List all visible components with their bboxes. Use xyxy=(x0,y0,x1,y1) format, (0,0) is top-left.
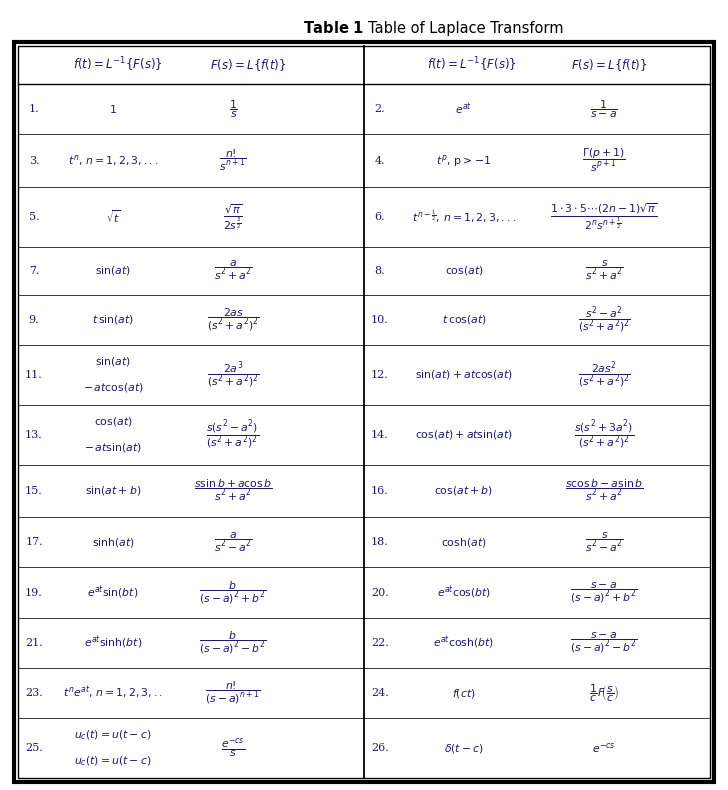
Text: 8.: 8. xyxy=(375,265,385,276)
Text: 1.: 1. xyxy=(28,104,39,114)
Text: 6.: 6. xyxy=(375,212,385,222)
Text: 16.: 16. xyxy=(371,486,389,496)
Text: 26.: 26. xyxy=(371,743,389,753)
Text: $\dfrac{e^{-cs}}{s}$: $\dfrac{e^{-cs}}{s}$ xyxy=(221,736,245,760)
Text: 11.: 11. xyxy=(25,370,43,380)
Text: $t^{n-\frac{1}{2}},\,n=1,2,3,...$: $t^{n-\frac{1}{2}},\,n=1,2,3,...$ xyxy=(412,209,516,225)
Text: $\sin(at)$: $\sin(at)$ xyxy=(95,264,131,277)
Text: $\sin(at+b)$: $\sin(at+b)$ xyxy=(85,484,141,498)
Text: $\dfrac{s}{s^{2}+a^{2}}$: $\dfrac{s}{s^{2}+a^{2}}$ xyxy=(585,259,623,282)
Text: 9.: 9. xyxy=(28,314,39,325)
Text: $\dfrac{1}{s}$: $\dfrac{1}{s}$ xyxy=(229,99,237,120)
Text: 17.: 17. xyxy=(25,537,43,547)
Text: $e^{at}$: $e^{at}$ xyxy=(456,101,472,117)
Text: Table of Laplace Transform: Table of Laplace Transform xyxy=(368,21,563,36)
Text: $u_{c}(t)=u(t-c)$: $u_{c}(t)=u(t-c)$ xyxy=(74,754,151,768)
Text: $u_{c}(t)=u(t-c)$: $u_{c}(t)=u(t-c)$ xyxy=(74,728,151,742)
Text: 2.: 2. xyxy=(375,104,385,114)
Text: $\sinh(at)$: $\sinh(at)$ xyxy=(92,536,135,549)
Text: $e^{at}\cosh(bt)$: $e^{at}\cosh(bt)$ xyxy=(433,634,494,651)
Text: $\sqrt{t}$: $\sqrt{t}$ xyxy=(106,209,120,225)
Text: 5.: 5. xyxy=(28,212,39,222)
Text: $\cosh(at)$: $\cosh(at)$ xyxy=(441,536,487,549)
Text: $F(s) = L\{f(t)\}$: $F(s) = L\{f(t)\}$ xyxy=(571,57,647,73)
Text: 18.: 18. xyxy=(371,537,389,547)
Text: 23.: 23. xyxy=(25,688,43,698)
Text: $\dfrac{b}{(s-a)^{2}-b^{2}}$: $\dfrac{b}{(s-a)^{2}-b^{2}}$ xyxy=(199,630,266,656)
Text: $\dfrac{1}{s-a}$: $\dfrac{1}{s-a}$ xyxy=(590,99,618,120)
Text: $f(t) = L^{-1}\{F(s)\}$: $f(t) = L^{-1}\{F(s)\}$ xyxy=(73,56,163,74)
Text: $\dfrac{\Gamma(p+1)}{s^{p+1}}$: $\dfrac{\Gamma(p+1)}{s^{p+1}}$ xyxy=(582,147,626,174)
Text: $\dfrac{s\sin b+a\cos b}{s^{2}+a^{2}}$: $\dfrac{s\sin b+a\cos b}{s^{2}+a^{2}}$ xyxy=(194,478,272,503)
Text: 10.: 10. xyxy=(371,314,389,325)
Text: $\dfrac{2as^{2}}{(s^{2}+a^{2})^{2}}$: $\dfrac{2as^{2}}{(s^{2}+a^{2})^{2}}$ xyxy=(577,359,630,390)
Text: 7.: 7. xyxy=(28,265,39,276)
Text: 12.: 12. xyxy=(371,370,389,380)
Text: 24.: 24. xyxy=(371,688,389,698)
Text: $\sin(at)+at\cos(at)$: $\sin(at)+at\cos(at)$ xyxy=(415,368,513,382)
Text: $t^{n}e^{at},\,n=1,2,3,..$: $t^{n}e^{at},\,n=1,2,3,..$ xyxy=(63,685,163,702)
Text: $e^{-cs}$: $e^{-cs}$ xyxy=(592,741,616,755)
Text: 15.: 15. xyxy=(25,486,43,496)
Text: $\dfrac{s^{2}-a^{2}}{(s^{2}+a^{2})^{2}}$: $\dfrac{s^{2}-a^{2}}{(s^{2}+a^{2})^{2}}$ xyxy=(577,304,630,335)
Text: $\mathbf{Table\ 1}$: $\mathbf{Table\ 1}$ xyxy=(303,20,364,36)
Text: $\dfrac{1\cdot3\cdot5\cdots(2n-1)\sqrt{\pi}}{2^{n}s^{n+\frac{1}{2}}}$: $\dfrac{1\cdot3\cdot5\cdots(2n-1)\sqrt{\… xyxy=(550,201,658,232)
Text: $t\,\sin(at)$: $t\,\sin(at)$ xyxy=(92,313,134,326)
Text: $\dfrac{\sqrt{\pi}}{2s^{\frac{3}{2}}}$: $\dfrac{\sqrt{\pi}}{2s^{\frac{3}{2}}}$ xyxy=(223,202,243,231)
Text: $e^{at}\sinh(bt)$: $e^{at}\sinh(bt)$ xyxy=(84,634,142,651)
Text: $\dfrac{2a^{3}}{(s^{2}+a^{2})^{2}}$: $\dfrac{2a^{3}}{(s^{2}+a^{2})^{2}}$ xyxy=(207,359,259,390)
Text: $\dfrac{s(s^{2}+3a^{2})}{(s^{2}+a^{2})^{2}}$: $\dfrac{s(s^{2}+3a^{2})}{(s^{2}+a^{2})^{… xyxy=(574,418,634,451)
Text: $\dfrac{1}{c}F\!\left(\dfrac{s}{c}\right)$: $\dfrac{1}{c}F\!\left(\dfrac{s}{c}\right… xyxy=(589,683,619,704)
Text: 25.: 25. xyxy=(25,743,43,753)
Text: 20.: 20. xyxy=(371,588,389,597)
Text: $\cos(at)+at\sin(at)$: $\cos(at)+at\sin(at)$ xyxy=(415,428,513,441)
Text: $\dfrac{s}{s^{2}-a^{2}}$: $\dfrac{s}{s^{2}-a^{2}}$ xyxy=(585,531,623,554)
Text: $\cos(at+b)$: $\cos(at+b)$ xyxy=(435,484,494,498)
Text: $t^{p},\,\mathrm{p>\!-\!1}$: $t^{p},\,\mathrm{p>\!-\!1}$ xyxy=(436,152,491,168)
Text: $\dfrac{s-a}{(s-a)^{2}-b^{2}}$: $\dfrac{s-a}{(s-a)^{2}-b^{2}}$ xyxy=(570,630,638,655)
Text: 4.: 4. xyxy=(375,156,385,166)
Text: $\dfrac{a}{s^{2}+a^{2}}$: $\dfrac{a}{s^{2}+a^{2}}$ xyxy=(213,259,253,282)
Text: $e^{at}\sin(bt)$: $e^{at}\sin(bt)$ xyxy=(87,585,139,601)
Text: $\dfrac{s(s^{2}-a^{2})}{(s^{2}+a^{2})^{2}}$: $\dfrac{s(s^{2}-a^{2})}{(s^{2}+a^{2})^{2… xyxy=(207,418,260,451)
Text: $\cos(at)$: $\cos(at)$ xyxy=(445,264,483,277)
Text: 14.: 14. xyxy=(371,430,389,439)
Text: $\cos(at)$: $\cos(at)$ xyxy=(94,415,132,428)
Text: $\dfrac{n!}{s^{n+1}}$: $\dfrac{n!}{s^{n+1}}$ xyxy=(219,148,247,173)
Text: $\dfrac{a}{s^{2}-a^{2}}$: $\dfrac{a}{s^{2}-a^{2}}$ xyxy=(213,531,253,554)
Text: $-\,at\sin(at)$: $-\,at\sin(at)$ xyxy=(84,442,142,454)
Text: 3.: 3. xyxy=(28,156,39,166)
Text: $\dfrac{b}{(s-a)^{2}+b^{2}}$: $\dfrac{b}{(s-a)^{2}+b^{2}}$ xyxy=(199,579,266,606)
Text: 19.: 19. xyxy=(25,588,43,597)
Text: $F(s) = L\{f(t)\}$: $F(s) = L\{f(t)\}$ xyxy=(210,57,286,73)
Text: $-\,at\cos(at)$: $-\,at\cos(at)$ xyxy=(83,382,143,394)
Text: $f(t) = L^{-1}\{F(s)\}$: $f(t) = L^{-1}\{F(s)\}$ xyxy=(427,56,517,74)
Text: $1$: $1$ xyxy=(109,103,117,115)
Text: $\dfrac{s-a}{(s-a)^{2}+b^{2}}$: $\dfrac{s-a}{(s-a)^{2}+b^{2}}$ xyxy=(570,581,638,604)
Text: $e^{at}\cos(bt)$: $e^{at}\cos(bt)$ xyxy=(437,585,491,601)
Text: $\delta(t-c)$: $\delta(t-c)$ xyxy=(444,742,484,754)
Text: 21.: 21. xyxy=(25,638,43,648)
Text: $\dfrac{2as}{(s^{2}+a^{2})^{2}}$: $\dfrac{2as}{(s^{2}+a^{2})^{2}}$ xyxy=(207,307,259,333)
Text: $\dfrac{n!}{(s-a)^{n+1}}$: $\dfrac{n!}{(s-a)^{n+1}}$ xyxy=(205,680,261,706)
Text: 22.: 22. xyxy=(371,638,389,648)
Text: $f(ct)$: $f(ct)$ xyxy=(452,687,476,699)
Text: 13.: 13. xyxy=(25,430,43,439)
Text: $\dfrac{s\cos b-a\sin b}{s^{2}+a^{2}}$: $\dfrac{s\cos b-a\sin b}{s^{2}+a^{2}}$ xyxy=(564,478,644,503)
Text: $t^{n},\,n=1,2,3,...$: $t^{n},\,n=1,2,3,...$ xyxy=(68,153,158,168)
Text: $\sin(at)$: $\sin(at)$ xyxy=(95,355,131,368)
Text: $t\,\cos(at)$: $t\,\cos(at)$ xyxy=(442,313,486,326)
